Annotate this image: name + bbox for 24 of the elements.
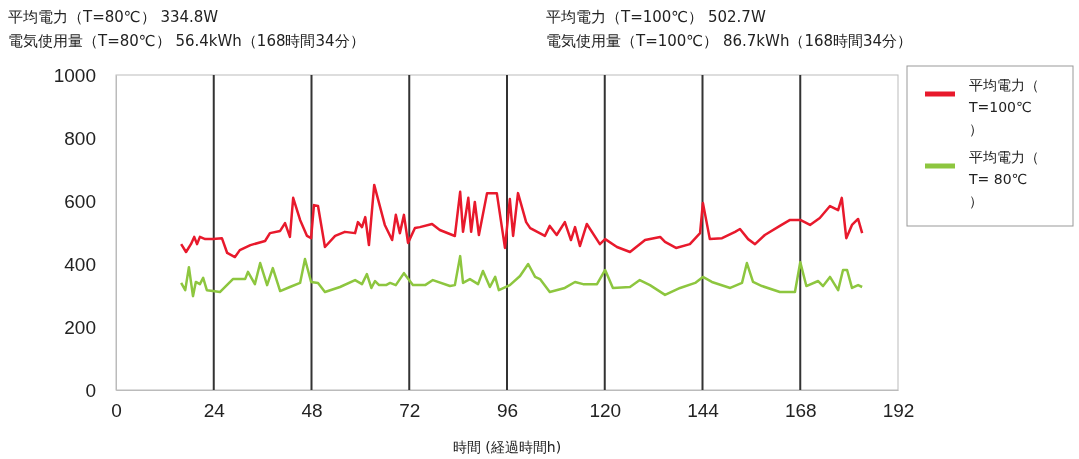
legend-label: 平均電力（T= 80℃） — [968, 149, 1039, 209]
y-tick-label: 400 — [64, 253, 96, 275]
x-tick-label: 168 — [784, 400, 817, 422]
text: 平均電力（T=100℃） 502.7W — [546, 8, 766, 26]
x-tick-label: 48 — [301, 400, 323, 422]
line-series — [179, 183, 864, 259]
x-tick-label: 120 — [589, 400, 622, 422]
y-tick-label: 200 — [64, 316, 96, 338]
y-tick-label: 600 — [64, 190, 96, 212]
text: 電気使用量（T=80℃） 56.4kWh（168時間34分） — [8, 32, 365, 50]
y-tick-label: 800 — [64, 127, 96, 149]
x-tick-label: 72 — [399, 400, 421, 422]
line-series — [179, 254, 864, 298]
x-tick-label: 24 — [203, 400, 226, 422]
x-tick-label: 0 — [111, 400, 122, 422]
x-tick-label: 144 — [687, 400, 720, 422]
x-tick-label: 96 — [496, 400, 519, 422]
x-tick-label: 192 — [882, 400, 915, 422]
y-tick-label: 0 — [85, 379, 96, 401]
y-tick-label: 1000 — [53, 64, 96, 86]
x-axis-title: 時間 (経過時間h) — [452, 439, 562, 455]
legend-label: 平均電力（T=100℃） — [968, 77, 1039, 137]
text: 平均電力（T=80℃） 334.8W — [8, 8, 219, 26]
text: 電気使用量（T=100℃） 86.7kWh（168時間34分） — [546, 32, 913, 50]
